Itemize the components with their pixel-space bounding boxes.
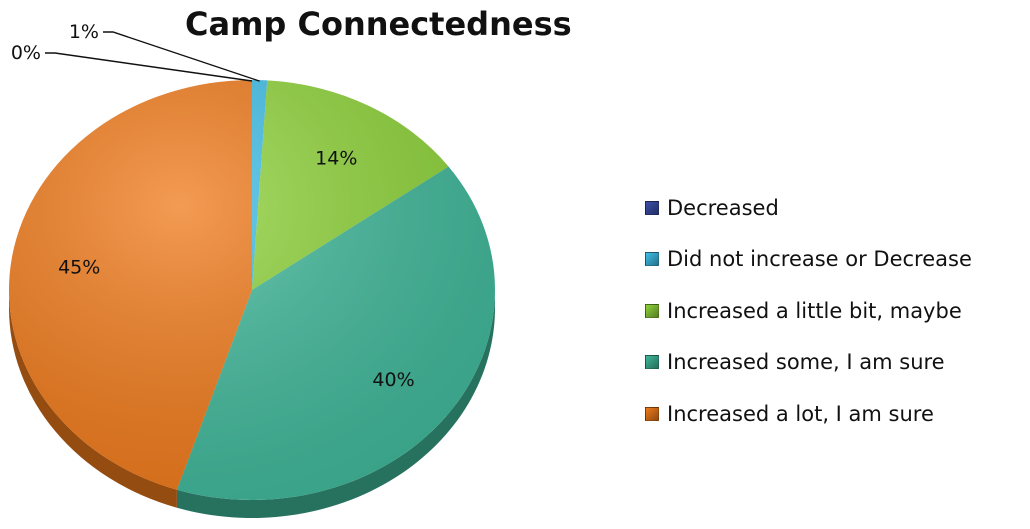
legend-swatch bbox=[645, 303, 659, 318]
legend-label: Increased a lot, I am sure bbox=[667, 401, 934, 426]
data-label-2: 1% bbox=[69, 21, 99, 43]
legend-item: Did not increase or Decrease bbox=[645, 234, 972, 286]
legend-item: Increased some, I am sure bbox=[645, 337, 972, 389]
legend-item: Decreased bbox=[645, 182, 972, 234]
data-label-3: 14% bbox=[315, 148, 357, 170]
legend-item: Increased a little bit, maybe bbox=[645, 285, 972, 337]
leader-line-2 bbox=[103, 31, 260, 82]
data-label-1: 0% bbox=[11, 42, 41, 64]
chart-title: Camp Connectedness bbox=[185, 5, 572, 43]
legend-swatch bbox=[645, 406, 659, 421]
leader-line-1 bbox=[45, 52, 253, 82]
legend: Decreased Did not increase or Decrease Inc… bbox=[645, 182, 972, 440]
legend-label: Increased a little bit, maybe bbox=[667, 298, 962, 323]
legend-swatch bbox=[645, 252, 659, 267]
legend-label: Increased some, I am sure bbox=[667, 350, 945, 375]
legend-item: Increased a lot, I am sure bbox=[645, 388, 972, 440]
data-label-5: 45% bbox=[58, 256, 100, 278]
data-label-4: 40% bbox=[372, 369, 414, 391]
legend-label: Did not increase or Decrease bbox=[667, 247, 972, 272]
legend-swatch bbox=[645, 355, 659, 370]
legend-swatch bbox=[645, 200, 659, 215]
legend-label: Decreased bbox=[667, 195, 779, 220]
